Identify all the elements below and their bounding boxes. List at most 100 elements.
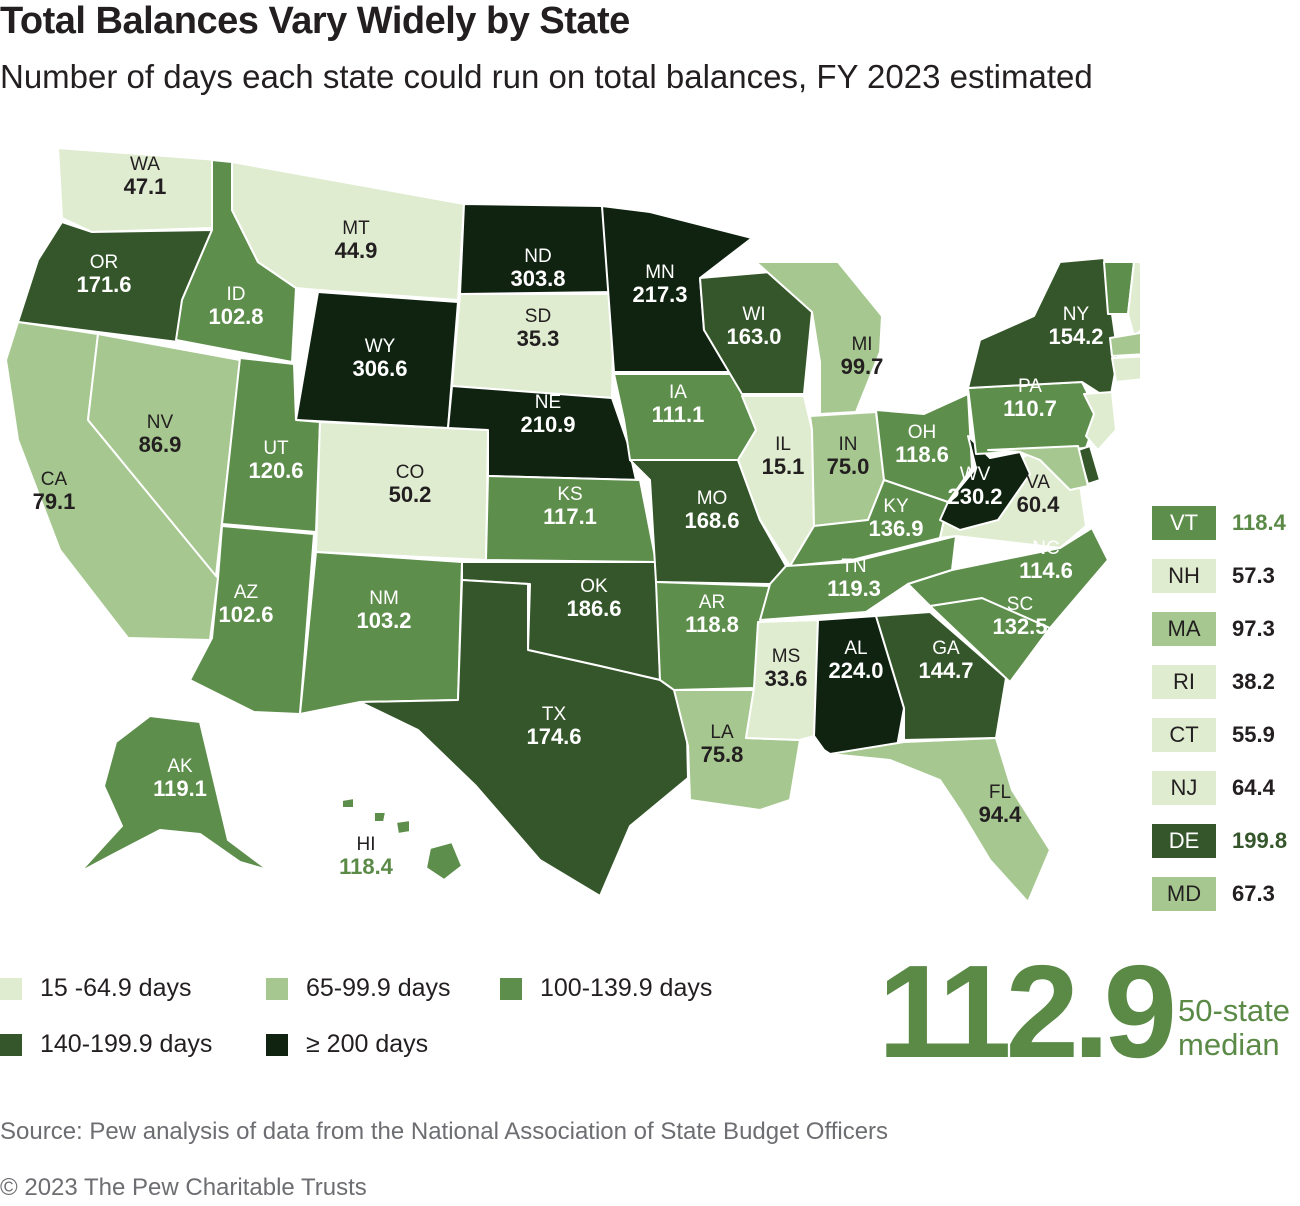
state-value-al: 224.0 <box>828 658 883 683</box>
state-value-mo: 168.6 <box>684 508 739 533</box>
state-value-il: 15.1 <box>762 454 805 479</box>
state-label-ny: NY <box>1063 304 1090 325</box>
state-label-fl: FL <box>989 782 1011 803</box>
state-value-ks: 117.1 <box>543 504 597 529</box>
state-shape-hi <box>341 797 463 881</box>
legend-swatch <box>266 978 288 1000</box>
state-label-ne: NE <box>535 392 561 413</box>
small-state-row-nh: NH 57.3 <box>1152 559 1300 593</box>
state-label-va: VA <box>1026 472 1050 493</box>
state-label-nv: NV <box>147 412 174 433</box>
state-shape-nc <box>907 527 1109 629</box>
state-label-oh: OH <box>908 422 937 443</box>
state-value-nm: 103.2 <box>356 608 411 633</box>
copyright-note: © 2023 The Pew Charitable Trusts <box>0 1174 367 1201</box>
state-label-mi: MI <box>851 334 872 355</box>
chart-title: Total Balances Vary Widely by State <box>0 0 630 42</box>
state-value-ok: 186.6 <box>566 596 621 621</box>
state-value-va: 60.4 <box>1017 492 1061 517</box>
median-label: 50-state median <box>1178 994 1290 1062</box>
legend-label: 140-199.9 days <box>40 1030 213 1058</box>
state-value-hi: 118.4 <box>339 854 394 879</box>
state-label-wi: WI <box>742 304 765 325</box>
median-value: 112.9 <box>878 938 1177 1085</box>
state-value-ak: 119.1 <box>153 776 207 801</box>
small-state-value: 199.8 <box>1232 828 1288 853</box>
state-shape-mi <box>755 261 883 415</box>
state-value-ne: 210.9 <box>520 412 575 437</box>
state-shape-ma <box>1109 331 1140 357</box>
state-label-nm: NM <box>369 588 399 609</box>
state-label-ky: KY <box>883 496 909 517</box>
state-value-az: 102.6 <box>218 602 273 627</box>
state-shape-nh <box>1127 261 1140 337</box>
state-label-ok: OK <box>580 576 608 597</box>
state-value-nd: 303.8 <box>510 266 565 291</box>
state-label-ks: KS <box>557 484 582 505</box>
state-shape-wv <box>939 435 1031 531</box>
state-value-mi: 99.7 <box>841 354 884 379</box>
state-label-co: CO <box>396 462 425 483</box>
state-value-sc: 132.5 <box>992 614 1047 639</box>
state-value-ia: 111.1 <box>652 402 705 427</box>
small-state-value: 67.3 <box>1232 881 1275 906</box>
small-state-abbr: VT <box>1152 506 1216 540</box>
state-shape-nm <box>299 551 463 715</box>
small-state-row-de: DE 199.8 <box>1152 824 1300 858</box>
state-label-id: ID <box>227 284 246 305</box>
state-value-tx: 174.6 <box>526 724 581 749</box>
state-label-mt: MT <box>342 218 370 239</box>
small-state-abbr: NH <box>1152 559 1216 593</box>
state-label-ca: CA <box>41 469 68 490</box>
state-shape-fl <box>829 737 1051 903</box>
state-value-wv: 230.2 <box>947 484 1002 509</box>
state-label-wy: WY <box>365 336 396 357</box>
state-value-wi: 163.0 <box>726 324 781 349</box>
state-value-oh: 118.6 <box>895 442 949 467</box>
small-state-abbr: DE <box>1152 824 1216 858</box>
state-shape-az <box>189 525 315 715</box>
state-label-in: IN <box>839 434 858 455</box>
small-state-abbr: CT <box>1152 718 1216 752</box>
state-label-al: AL <box>844 638 867 659</box>
state-label-pa: PA <box>1018 376 1042 397</box>
state-shape-nj <box>1083 391 1117 451</box>
state-value-tn: 119.3 <box>827 576 881 601</box>
state-label-wa: WA <box>130 154 160 175</box>
state-value-mt: 44.9 <box>335 238 378 263</box>
state-value-ky: 136.9 <box>868 516 923 541</box>
state-label-la: LA <box>710 722 734 743</box>
legend-swatch <box>0 1034 22 1056</box>
state-shape-md <box>987 445 1089 491</box>
small-state-value: 64.4 <box>1232 775 1275 800</box>
small-state-value: 38.2 <box>1232 669 1275 694</box>
small-state-row-vt: VT 118.4 <box>1152 506 1300 540</box>
legend-swatch <box>0 978 22 1000</box>
small-state-abbr: MA <box>1152 612 1216 646</box>
state-value-wa: 47.1 <box>124 174 167 199</box>
state-label-nd: ND <box>524 246 551 267</box>
state-value-ca: 79.1 <box>33 489 76 514</box>
state-label-mo: MO <box>697 488 728 509</box>
state-shape-nv <box>87 333 241 577</box>
state-value-co: 50.2 <box>389 482 432 507</box>
state-label-ia: IA <box>669 382 687 403</box>
state-value-ms: 33.6 <box>765 666 808 691</box>
state-value-ar: 118.8 <box>685 612 739 637</box>
state-value-ut: 120.6 <box>248 458 303 483</box>
state-label-mn: MN <box>645 262 675 283</box>
state-label-sd: SD <box>525 306 551 327</box>
small-state-abbr: RI <box>1152 665 1216 699</box>
state-value-wy: 306.6 <box>352 356 407 381</box>
small-state-row-md: MD 67.3 <box>1152 877 1300 911</box>
state-value-sd: 35.3 <box>517 326 560 351</box>
legend-label: ≥ 200 days <box>306 1030 429 1058</box>
legend-swatch <box>266 1034 288 1056</box>
state-value-nv: 86.9 <box>139 432 182 457</box>
state-label-nc: NC <box>1032 538 1059 559</box>
state-shape-ky <box>789 479 949 567</box>
small-state-value: 97.3 <box>1232 616 1275 641</box>
state-value-la: 75.8 <box>701 742 744 767</box>
small-state-abbr: NJ <box>1152 771 1216 805</box>
